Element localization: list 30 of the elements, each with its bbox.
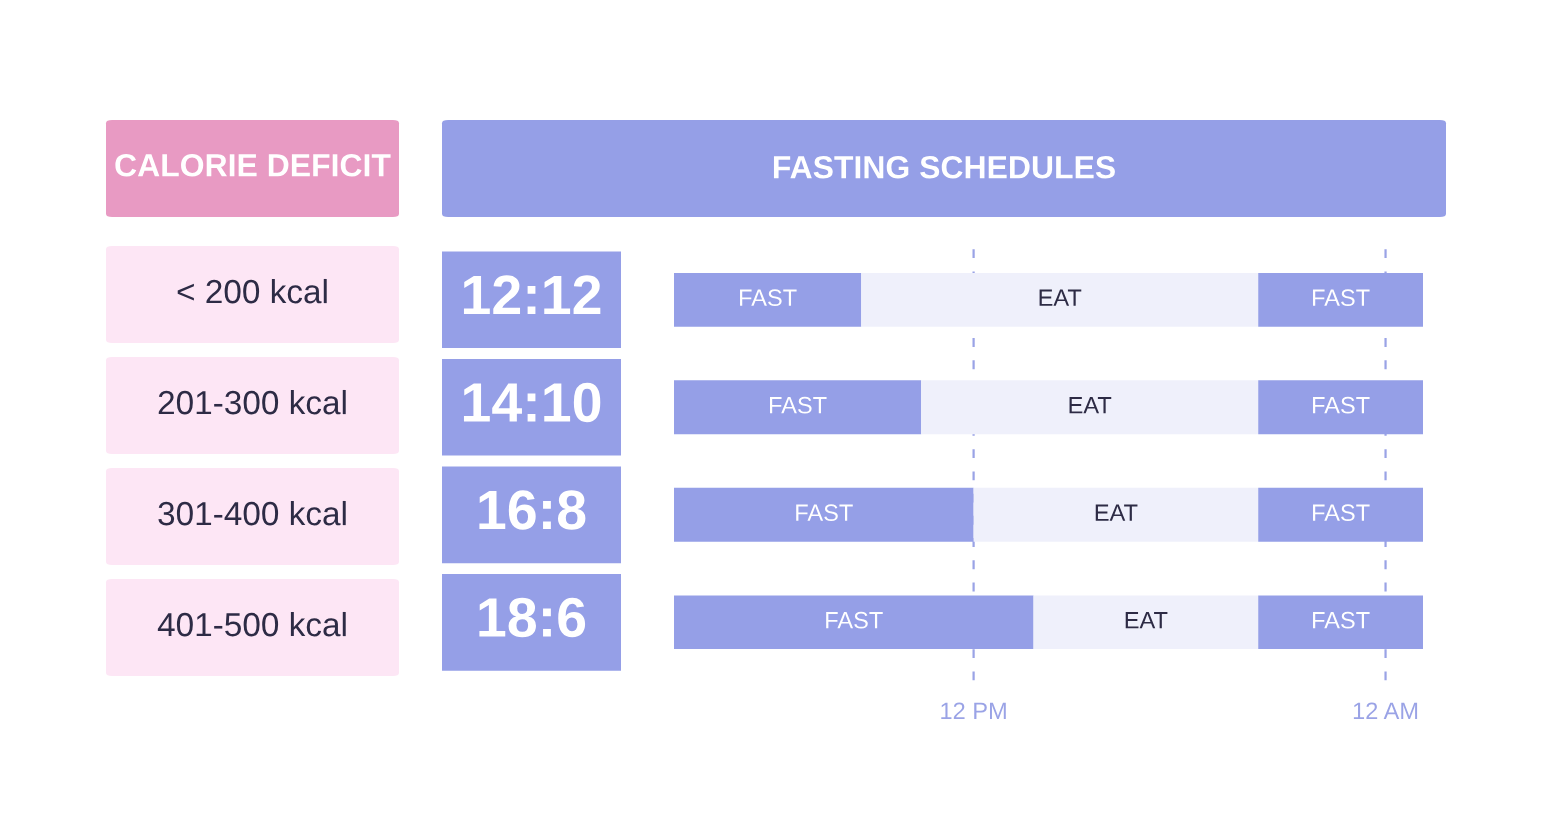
bar <box>921 380 1259 435</box>
ref-line-label: 12 PM <box>941 702 1006 719</box>
text: FAST <box>826 611 883 629</box>
bar <box>674 380 922 435</box>
text: FAST <box>1313 611 1370 629</box>
text: CALORIE DEFICIT <box>115 153 391 177</box>
bar <box>973 487 1259 542</box>
text: 401-500 kcal <box>157 611 346 637</box>
text: 201-300 kcal <box>158 389 346 415</box>
text: EAT <box>1125 612 1168 629</box>
bar <box>1033 595 1259 650</box>
text: < 200 kcal <box>177 278 327 304</box>
series-label: FAST <box>740 289 797 307</box>
text: FAST <box>796 504 853 522</box>
y-tick-label: 14:10 <box>463 382 601 423</box>
text: 301-400 kcal <box>158 500 346 526</box>
text: FAST <box>1313 504 1370 522</box>
y-tick-label: 12:12 <box>463 275 601 315</box>
text: EAT <box>1095 504 1138 521</box>
series-label: FAST <box>1313 289 1370 307</box>
bar <box>674 272 862 327</box>
ref-line-label: 12 AM <box>1353 702 1418 719</box>
series-label: EAT <box>1039 289 1082 306</box>
y-tick-label: 18:6 <box>479 597 586 638</box>
bar <box>861 272 1259 327</box>
text: FAST <box>770 396 827 414</box>
text: EAT <box>1069 397 1112 414</box>
chart-title: FASTING SCHEDULES <box>773 155 1115 179</box>
y-tick-label: 16:8 <box>479 490 586 530</box>
text: FAST <box>1313 396 1370 414</box>
